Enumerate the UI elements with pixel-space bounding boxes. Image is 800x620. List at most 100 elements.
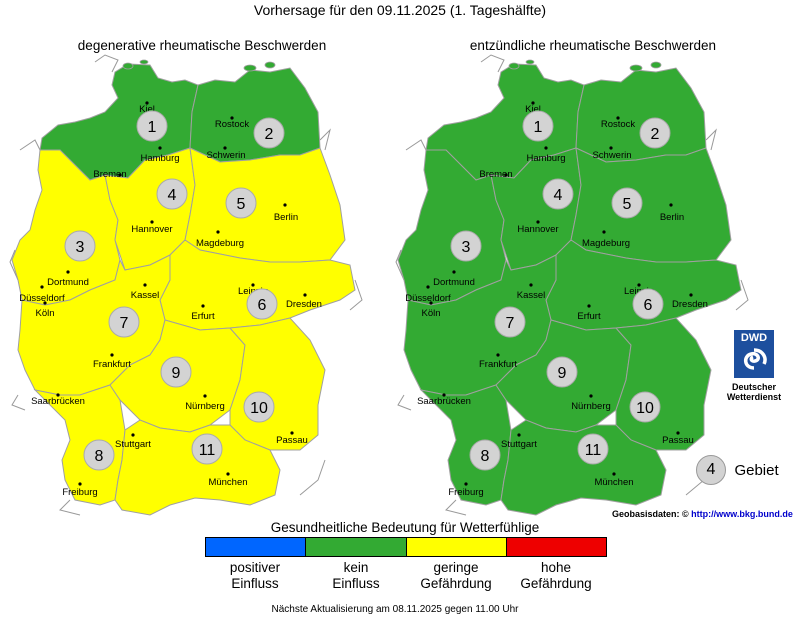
city-label: Hamburg xyxy=(526,153,565,164)
region-number-circle xyxy=(577,433,609,465)
region-number-label: 10 xyxy=(250,400,268,417)
region-number-circle xyxy=(542,178,574,210)
region-number-circle xyxy=(450,230,482,262)
city-marker xyxy=(110,353,114,357)
city-marker xyxy=(517,433,521,437)
city-marker xyxy=(78,482,82,486)
city-marker xyxy=(609,146,613,150)
region-number-circle xyxy=(632,288,664,320)
legend-color-bar xyxy=(205,537,607,557)
city-label: Hannover xyxy=(131,224,172,235)
city-label: Passau xyxy=(276,435,308,446)
city-marker xyxy=(637,283,641,287)
region-2[interactable] xyxy=(189,67,321,163)
city-marker xyxy=(602,230,606,234)
gebiet-label: Gebiet xyxy=(734,461,779,479)
region-number-label: 4 xyxy=(168,187,177,204)
legend-label-positiv: positiver Einfluss xyxy=(229,560,281,591)
city-label: Stuttgart xyxy=(501,439,537,450)
region-number-label: 9 xyxy=(172,365,181,382)
region-number-circle xyxy=(246,288,278,320)
city-label: Stuttgart xyxy=(115,439,151,450)
map-entzuendliche: Kiel Rostock Hamburg Schwerin Bremen Hannover… xyxy=(395,54,749,516)
city-label: Kassel xyxy=(131,290,160,301)
city-marker xyxy=(56,393,60,397)
region-number-circle xyxy=(629,391,661,423)
city-label: Kiel xyxy=(139,104,155,115)
city-marker xyxy=(612,472,616,476)
region-11[interactable] xyxy=(114,419,281,516)
legend-title: Gesundheitliche Bedeutung für Wetterfühl… xyxy=(270,520,540,535)
region-number-label: 9 xyxy=(558,365,567,382)
map-degenerative: Kiel Rostock Hamburg Schwerin Bremen Hannover… xyxy=(9,54,363,516)
germany-maps: Kiel Rostock Hamburg Schwerin Bremen Hannover… xyxy=(9,54,749,516)
city-label: Berlin xyxy=(274,212,298,223)
city-marker xyxy=(464,482,468,486)
city-marker xyxy=(303,293,307,297)
city-label: Dresden xyxy=(286,299,322,310)
city-label: Rostock xyxy=(601,119,636,130)
city-label: Magdeburg xyxy=(196,238,244,249)
region-number-label: 5 xyxy=(237,196,246,213)
city-label: Schwerin xyxy=(592,150,631,161)
map-title-entzuendliche: entzündliche rheumatische Beschwerden xyxy=(469,38,717,53)
region-number-label: 7 xyxy=(506,315,515,332)
region-number-label: 2 xyxy=(265,126,274,143)
dwd-logo-icon: DWD xyxy=(734,330,774,378)
city-marker xyxy=(118,173,122,177)
region-number-label: 6 xyxy=(258,297,267,314)
geobasis-link[interactable]: http://www.bkg.bund.de xyxy=(691,509,793,519)
city-marker xyxy=(676,431,680,435)
city-marker xyxy=(66,270,70,274)
region-number-circle xyxy=(639,117,671,149)
region-number-circle xyxy=(522,110,554,142)
city-marker xyxy=(226,472,230,476)
region-number-label: 4 xyxy=(554,187,563,204)
legend-swatch-positiv xyxy=(206,538,307,556)
city-marker xyxy=(426,285,430,289)
city-label: Freiburg xyxy=(448,487,483,498)
gebiet-legend: 4 Gebiet xyxy=(696,455,779,485)
region-number-circle xyxy=(469,439,501,471)
region-10[interactable] xyxy=(228,317,326,451)
city-label: Kassel xyxy=(517,290,546,301)
region-10[interactable] xyxy=(614,317,712,451)
geobasis-credit: Geobasisdaten: © http://www.bkg.bund.de xyxy=(612,509,793,519)
city-marker xyxy=(283,203,287,207)
region-number-label: 3 xyxy=(76,239,85,256)
city-marker xyxy=(616,116,620,120)
update-note: Nächste Aktualisierung am 08.11.2025 geg… xyxy=(271,604,519,615)
city-label: Frankfurt xyxy=(479,359,517,370)
city-marker xyxy=(504,173,508,177)
city-label: Nürnberg xyxy=(571,401,611,412)
region-number-circle xyxy=(136,110,168,142)
city-marker xyxy=(536,220,540,224)
city-label: Düsseldorf xyxy=(405,293,451,304)
page-title: Vorhersage für den 09.11.2025 (1. Tagesh… xyxy=(253,2,547,18)
city-label: München xyxy=(208,477,247,488)
region-number-label: 2 xyxy=(651,126,660,143)
region-number-circle xyxy=(156,178,188,210)
region-number-label: 6 xyxy=(644,297,653,314)
city-label: Kiel xyxy=(525,104,541,115)
region-11[interactable] xyxy=(500,419,667,516)
city-label: Schwerin xyxy=(206,150,245,161)
city-label: Erfurt xyxy=(191,311,215,322)
city-marker xyxy=(251,283,255,287)
city-marker xyxy=(216,230,220,234)
region-2[interactable] xyxy=(575,67,707,163)
gebiet-circle-icon: 4 xyxy=(696,455,726,485)
legend-label-geringe: geringe Gefährdung xyxy=(420,560,492,591)
region-number-circle xyxy=(243,391,275,423)
region-number-circle xyxy=(494,306,526,338)
region-number-label: 5 xyxy=(623,196,632,213)
region-number-circle xyxy=(83,439,115,471)
city-marker xyxy=(230,116,234,120)
region-5[interactable] xyxy=(184,147,346,263)
city-marker xyxy=(150,220,154,224)
city-marker xyxy=(143,283,147,287)
legend-swatch-geringe xyxy=(406,538,507,556)
region-5[interactable] xyxy=(570,147,732,263)
region-number-circle xyxy=(611,187,643,219)
city-label: Berlin xyxy=(660,212,684,223)
